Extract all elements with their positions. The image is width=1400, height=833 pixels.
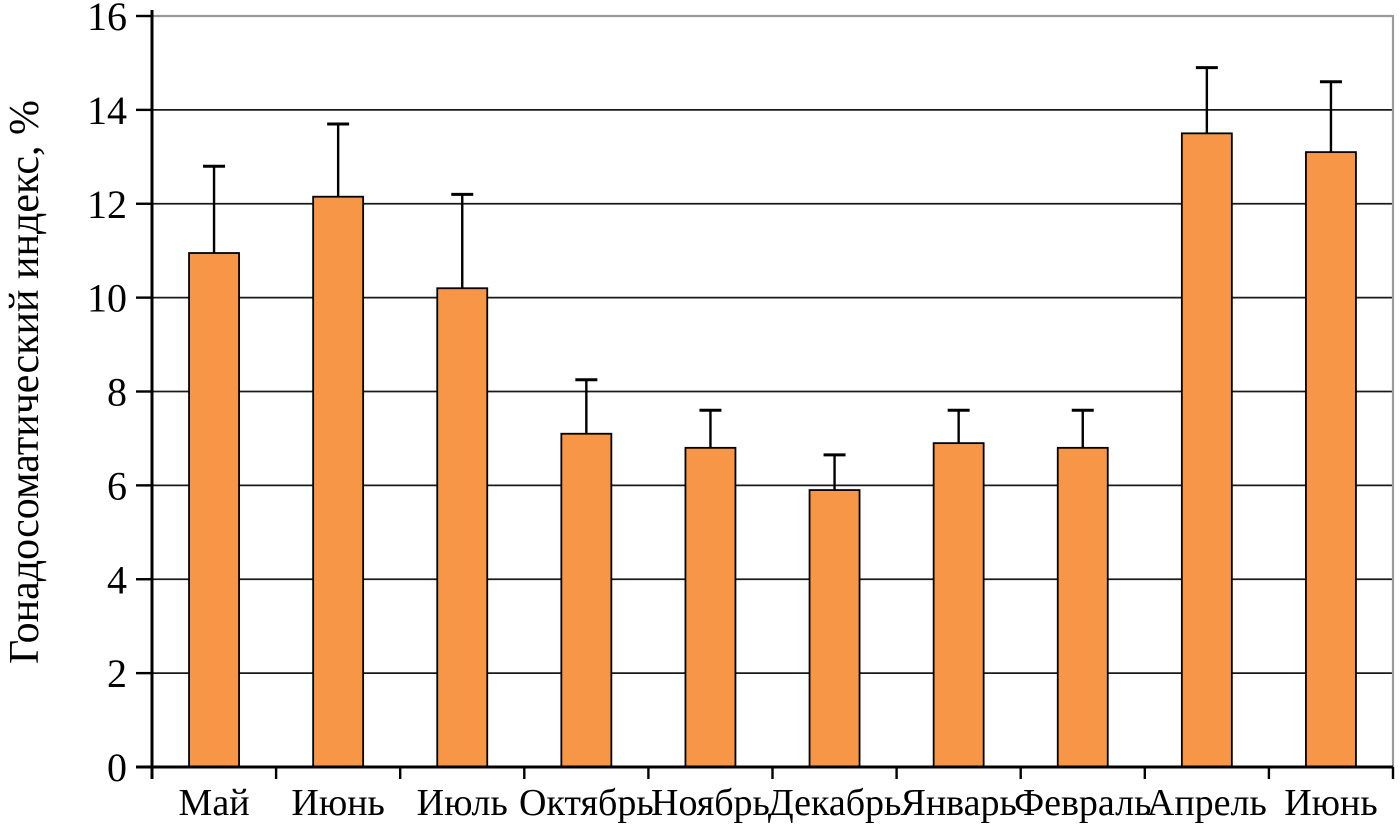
x-tick-label: Июнь: [1284, 782, 1378, 824]
y-tick-label: 0: [107, 745, 127, 790]
x-tick-label: Февраль: [1014, 782, 1151, 824]
bar-май-0: [188, 252, 240, 768]
plot-border-layer: [142, 14, 1395, 767]
x-tick-label: Ноябрь: [651, 782, 770, 824]
bar-февраль-7: [1056, 446, 1109, 768]
bar-июль-2: [436, 287, 489, 768]
y-tick-label: 16: [87, 0, 127, 39]
x-tick-label: Январь: [900, 782, 1016, 824]
y-tick-label: 12: [87, 182, 127, 227]
error-bars-layer: [203, 66, 1342, 491]
y-tick-label: 10: [87, 276, 127, 321]
x-tick-label: Июль: [417, 782, 508, 824]
tick-labels-layer: 0 2 4 6 8 10 12 14 16 Май Июнь Июль ОктябрьНоябрьДек…: [87, 0, 1378, 824]
y-tick-label: 14: [87, 88, 127, 133]
axes-layer: [136, 10, 1395, 779]
y-tick-label: 6: [107, 463, 127, 508]
bar-ноябрь-4: [684, 446, 737, 768]
x-tick-label: Июнь: [291, 782, 385, 824]
y-tick-label: 8: [107, 370, 127, 415]
bar-июнь-9: [1305, 151, 1357, 768]
x-tick-label: Декабрь: [768, 782, 902, 824]
y-axis-title: Гонадосоматический индекс, %: [2, 100, 48, 664]
x-tick-label: Май: [179, 782, 250, 824]
y-tick-label: 4: [107, 557, 127, 602]
y-tick-label: 2: [107, 651, 127, 696]
bar-апрель-8: [1180, 132, 1233, 768]
bar-декабрь-5: [808, 489, 861, 768]
bar-октябрь-3: [560, 432, 613, 768]
bar-январь-6: [932, 442, 985, 768]
x-tick-label: Апрель: [1147, 782, 1267, 824]
bar-июнь-1: [312, 195, 365, 768]
bars-layer: [188, 132, 1357, 768]
x-tick-label: Октябрь: [519, 782, 654, 824]
